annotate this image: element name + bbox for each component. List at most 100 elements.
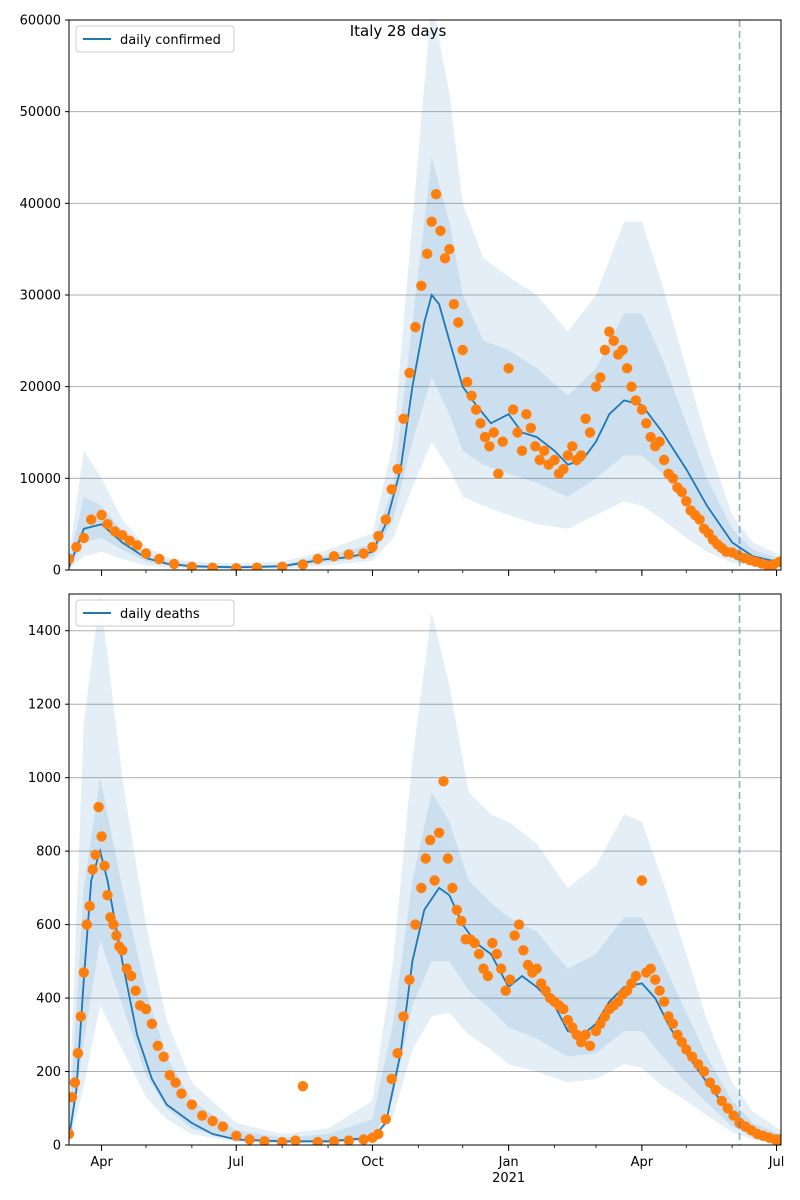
y-tick-label: 60000 <box>20 14 61 29</box>
deaths-model-line <box>69 847 781 1143</box>
deaths-observed-point <box>645 963 656 974</box>
confirmed-observed-point <box>507 404 519 415</box>
confirmed-observed-point <box>422 248 433 259</box>
deaths-observed-point <box>558 1003 569 1015</box>
deaths-observed-point <box>698 1066 710 1077</box>
confirmed-observed-point <box>604 326 615 337</box>
deaths-observed-point <box>500 985 511 996</box>
deaths-observed-point <box>290 1135 301 1145</box>
deaths-observed-point <box>584 1040 596 1052</box>
confirmed-observed-point <box>328 551 340 562</box>
deaths-observed-point <box>197 1110 208 1121</box>
confirmed-observed-point <box>86 514 97 525</box>
y-tick-label: 800 <box>36 845 61 860</box>
deaths-observed-point <box>420 853 431 864</box>
deaths-observed-point <box>482 970 494 982</box>
deaths-observed-point <box>509 930 520 941</box>
deaths-observed-point <box>392 1048 403 1059</box>
deaths-observed-point <box>473 948 485 960</box>
confirmed-observed-point <box>297 559 309 570</box>
deaths-observed-point <box>716 1095 727 1107</box>
deaths-observed-point <box>456 915 467 927</box>
deaths-observed-point <box>84 901 95 912</box>
deaths-observed-point <box>442 853 454 864</box>
confirmed-interval-band <box>69 20 781 570</box>
confirmed-observed-point <box>590 381 602 392</box>
deaths-observed-point <box>259 1136 270 1145</box>
deaths-observed-point <box>692 1059 704 1070</box>
confirmed-observed-point <box>358 548 369 559</box>
confirmed-observed-point <box>608 335 619 346</box>
confirmed-observed-point <box>599 344 611 356</box>
y-tick-label: 30000 <box>20 289 61 304</box>
deaths-observed-point <box>152 1040 163 1052</box>
confirmed-observed-point <box>398 413 409 424</box>
confirmed-observed-point <box>694 514 705 525</box>
legend: daily confirmed <box>75 25 235 53</box>
deaths-observed-point <box>398 1011 409 1022</box>
x-tick-label: Jul <box>227 1155 244 1170</box>
deaths-observed-point <box>667 1018 679 1029</box>
deaths-observed-point <box>217 1121 229 1132</box>
deaths-observed-point <box>244 1134 255 1145</box>
confirmed-observed-point <box>488 427 499 438</box>
confirmed-observed-point <box>645 431 656 443</box>
confirmed-observed-point <box>462 376 473 388</box>
confirmed-observed-point <box>231 563 242 570</box>
deaths-observed-point <box>87 864 98 875</box>
deaths-interval-band <box>69 777 781 1144</box>
deaths-observed-point <box>487 937 498 949</box>
confirmed-observed-point <box>549 454 560 466</box>
confirmed-observed-point <box>470 404 482 415</box>
confirmed-observed-point <box>676 486 687 498</box>
y-tick-label: 0 <box>53 564 61 579</box>
confirmed-observed-point <box>584 427 596 438</box>
confirmed-observed-point <box>503 363 514 374</box>
deaths-observed-point <box>469 937 480 949</box>
confirmed-observed-point <box>493 468 504 479</box>
confirmed-panel: 0 10000 20000 30000 40000 50000 60000 daily con… <box>20 14 782 579</box>
x-tick-label: Jan <box>498 1155 519 1170</box>
deaths-observed-point <box>636 875 648 886</box>
deaths-observed-point <box>176 1088 187 1099</box>
confirmed-observed-point <box>521 409 532 420</box>
confirmed-observed-point <box>392 464 403 475</box>
y-tick-label: 10000 <box>20 472 61 487</box>
confirmed-observed-point <box>681 496 692 507</box>
confirmed-observed-point <box>154 553 165 565</box>
deaths-observed-point <box>126 970 137 982</box>
y-tick-label: 400 <box>36 992 61 1007</box>
confirmed-observed-point <box>430 189 442 200</box>
deaths-panel: 0 200 400 600 800 1000 1200 1400 Apr Jul Oct Jan Apr… <box>28 593 784 1186</box>
confirmed-observed-point <box>466 390 477 401</box>
legend-label: daily deaths <box>120 607 200 622</box>
deaths-observed-point <box>531 963 542 974</box>
deaths-observed-point <box>297 1081 309 1092</box>
deaths-observed-point <box>69 1077 81 1088</box>
confirmed-observed-point <box>448 299 460 310</box>
deaths-observed-point <box>380 1114 391 1125</box>
deaths-observed-point <box>130 985 141 996</box>
y-tick-label: 50000 <box>20 105 61 120</box>
deaths-observed-point <box>207 1115 218 1127</box>
deaths-observed-point <box>373 1128 384 1140</box>
y-tick-label: 1200 <box>28 698 61 713</box>
confirmed-observed-point <box>435 225 446 236</box>
y-tick-label: 1000 <box>28 771 61 786</box>
confirmed-observed-point <box>512 427 523 438</box>
confirmed-plot-area <box>69 20 781 570</box>
deaths-observed-point <box>451 904 462 916</box>
deaths-observed-point <box>496 963 507 974</box>
deaths-observed-point <box>433 827 445 838</box>
confirmed-observed-point <box>621 363 633 374</box>
deaths-observed-point <box>654 985 665 996</box>
deaths-observed-point <box>96 831 107 842</box>
chart-title: Italy 28 days <box>350 22 447 40</box>
deaths-observed-point <box>69 1092 78 1103</box>
deaths-observed-point <box>425 834 436 846</box>
deaths-observed-point <box>277 1136 288 1145</box>
confirmed-observed-point <box>312 553 323 565</box>
confirmed-observed-point <box>475 418 486 429</box>
deaths-observed-point <box>328 1136 340 1145</box>
confirmed-observed-point <box>562 450 573 461</box>
